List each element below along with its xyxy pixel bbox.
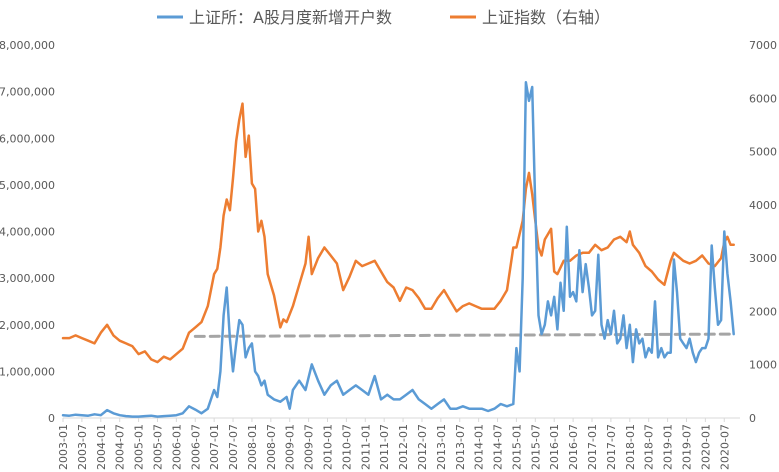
- x-tick-label: 2020-01: [699, 424, 712, 470]
- y-left-tick-label: 5,000,000: [0, 179, 55, 192]
- x-tick-label: 2015-07: [529, 424, 542, 470]
- x-tick-label: 2011-07: [378, 424, 391, 470]
- y-right-tick-label: 3000: [749, 252, 777, 265]
- x-tick-label: 2012-07: [416, 424, 429, 470]
- x-tick-label: 2014-01: [473, 424, 486, 470]
- x-tick-label: 2003-01: [57, 424, 70, 470]
- trend-line-dashed: [193, 332, 736, 338]
- x-tick-label: 2016-01: [548, 424, 561, 470]
- x-tick-label: 2015-01: [510, 424, 523, 470]
- series-line-index: [61, 102, 735, 364]
- x-tick-label: 2006-07: [189, 424, 202, 470]
- y-axis-right: 0 1000 2000 3000 4000 5000 6000 7000: [749, 39, 777, 425]
- legend-label-index: 上证指数（右轴）: [482, 8, 610, 27]
- x-tick-label: 2014-07: [492, 424, 505, 470]
- x-tick-label: 2005-01: [133, 424, 146, 470]
- x-tick-label: 2018-07: [643, 424, 656, 470]
- x-tick-label: 2007-01: [208, 424, 221, 470]
- y-axis-left: 0 1,000,000 2,000,000 3,000,000 4,000,000 5,0…: [0, 39, 55, 425]
- x-tick-label: 2017-07: [605, 424, 618, 470]
- legend: 上证所：A股月度新增开户数 上证指数（右轴）: [157, 8, 610, 27]
- x-tick-label: 2007-07: [227, 424, 240, 470]
- y-right-tick-label: 6000: [749, 92, 777, 105]
- series-line-accounts: [61, 81, 735, 418]
- legend-label-accounts: 上证所：A股月度新增开户数: [189, 8, 392, 27]
- y-right-tick-label: 0: [749, 412, 756, 425]
- y-left-tick-label: 7,000,000: [0, 86, 55, 99]
- y-left-tick-label: 3,000,000: [0, 272, 55, 285]
- y-right-tick-label: 4000: [749, 199, 777, 212]
- y-right-tick-label: 5000: [749, 146, 777, 159]
- x-tick-label: 2003-07: [76, 424, 89, 470]
- x-tick-label: 2009-01: [284, 424, 297, 470]
- x-tick-label: 2019-07: [680, 424, 693, 470]
- x-tick-label: 2004-01: [95, 424, 108, 470]
- y-right-tick-label: 1000: [749, 359, 777, 372]
- x-tick-label: 2010-07: [340, 424, 353, 470]
- x-tick-label: 2005-07: [151, 424, 164, 470]
- x-tick-label: 2013-07: [454, 424, 467, 470]
- x-tick-label: 2012-01: [397, 424, 410, 470]
- y-left-tick-label: 6,000,000: [0, 132, 55, 145]
- x-tick-label: 2006-01: [170, 424, 183, 470]
- x-tick-label: 2008-07: [265, 424, 278, 470]
- x-tick-label: 2004-07: [114, 424, 127, 470]
- y-left-tick-label: 4,000,000: [0, 226, 55, 239]
- x-tick-label: 2017-01: [586, 424, 599, 470]
- x-tick-label: 2016-07: [567, 424, 580, 470]
- y-left-tick-label: 8,000,000: [0, 39, 55, 52]
- x-tick-label: 2013-01: [435, 424, 448, 470]
- y-right-tick-label: 7000: [749, 39, 777, 52]
- x-tick-label: 2008-01: [246, 424, 259, 470]
- x-axis: 2003-01 2003-07 2004-01 2004-07 2005-01 2005-…: [57, 418, 731, 470]
- x-tick-label: 2019-01: [662, 424, 675, 470]
- x-tick-label: 2011-01: [359, 424, 372, 470]
- x-tick-label: 2020-07: [718, 424, 731, 470]
- y-left-tick-label: 0: [48, 412, 55, 425]
- y-left-tick-label: 1,000,000: [0, 365, 55, 378]
- x-tick-label: 2010-01: [322, 424, 335, 470]
- y-left-tick-label: 2,000,000: [0, 319, 55, 332]
- plot-area: [61, 81, 736, 418]
- x-tick-label: 2018-01: [624, 424, 637, 470]
- y-right-tick-label: 2000: [749, 305, 777, 318]
- x-tick-label: 2009-07: [303, 424, 316, 470]
